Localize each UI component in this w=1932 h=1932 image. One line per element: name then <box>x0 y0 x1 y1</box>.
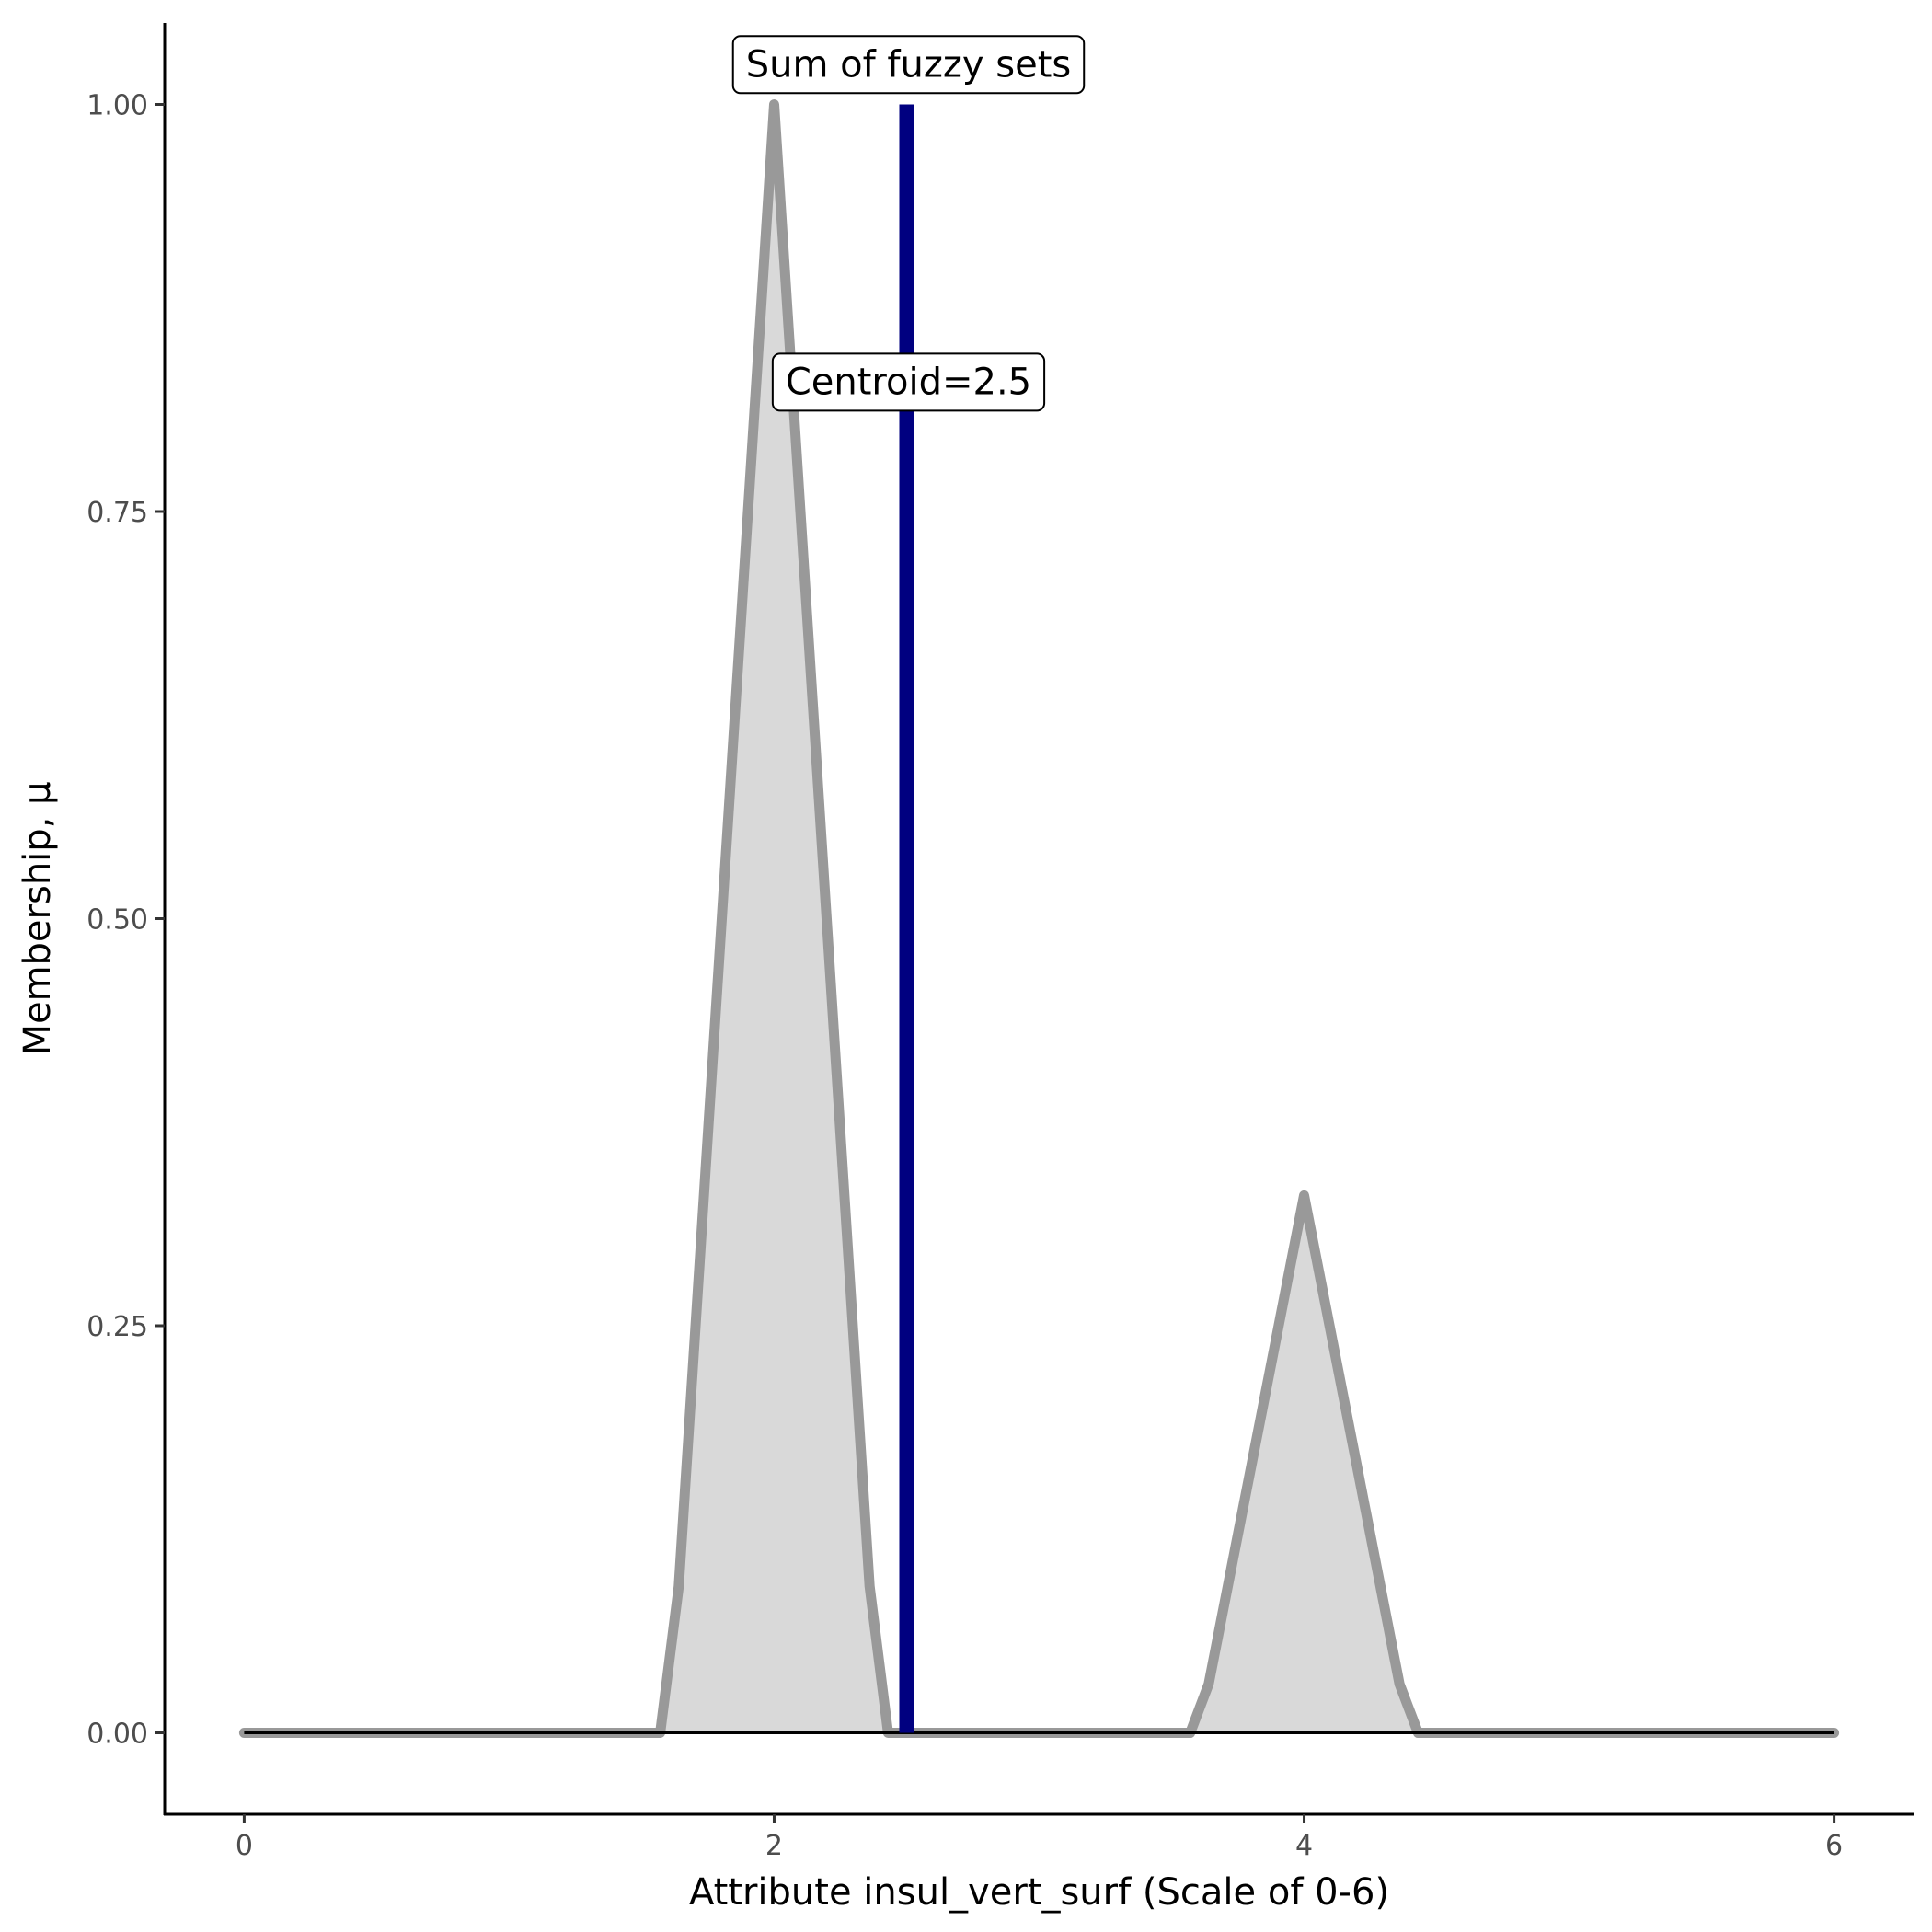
x-tick-label: 0 <box>236 1830 253 1862</box>
plot-area <box>238 99 1840 1738</box>
annotation-text: Centroid=2.5 <box>786 361 1031 403</box>
y-tick-label: 1.00 <box>86 90 148 122</box>
membership-area-0 <box>244 104 1834 1733</box>
annotation-box <box>771 352 1046 412</box>
annotations: Sum of fuzzy sets Centroid=2.5 <box>731 35 1086 412</box>
annotation-label-1: Centroid=2.5 <box>771 352 1046 412</box>
y-tick-label: 0.00 <box>86 1719 148 1751</box>
annotation-label-0: Sum of fuzzy sets <box>731 35 1086 95</box>
annotation-box <box>731 35 1086 95</box>
x-tick-label: 4 <box>1295 1830 1313 1862</box>
y-tick-label: 0.50 <box>86 904 148 937</box>
x-axis-title: Attribute insul_vert_surf (Scale of 0-6) <box>689 1871 1389 1914</box>
x-tick-label: 6 <box>1825 1830 1843 1862</box>
x-tick-label: 2 <box>765 1830 783 1862</box>
y-tick-label: 0.25 <box>86 1311 148 1343</box>
y-axis-title: Membership, μ <box>17 781 59 1055</box>
membership-line-0 <box>238 99 1840 1738</box>
y-tick-label: 0.75 <box>86 497 148 529</box>
axes: 0 2 4 6 0.00 0.25 0.50 0.75 1.00 <box>86 23 1914 1862</box>
annotation-text: Sum of fuzzy sets <box>746 43 1071 86</box>
